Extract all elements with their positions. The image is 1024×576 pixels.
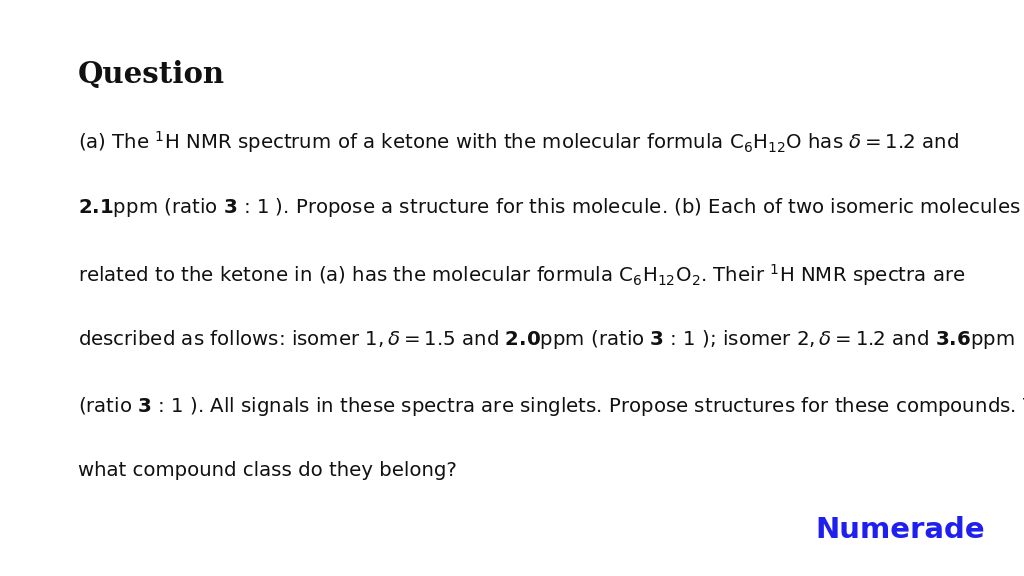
Text: Question: Question [78, 60, 225, 89]
Text: $\mathbf{2.1}$ppm (ratio $\mathbf{3}$ : 1 ). Propose a structure for this molecu: $\mathbf{2.1}$ppm (ratio $\mathbf{3}$ : … [78, 196, 1021, 219]
Text: (a) The $^{1}$H NMR spectrum of a ketone with the molecular formula $\mathrm{C_6: (a) The $^{1}$H NMR spectrum of a ketone… [78, 130, 958, 156]
Text: described as follows: isomer $1, \delta = 1.5$ and $\mathbf{2.0}$ppm (ratio $\ma: described as follows: isomer $1, \delta … [78, 328, 1015, 351]
Text: what compound class do they belong?: what compound class do they belong? [78, 461, 457, 480]
Text: Numerade: Numerade [815, 516, 985, 544]
Text: (ratio $\mathbf{3}$ : 1 ). All signals in these spectra are singlets. Propose st: (ratio $\mathbf{3}$ : 1 ). All signals i… [78, 395, 1024, 418]
Text: related to the ketone in (a) has the molecular formula $\mathrm{C_6H_{12}O_2}$. : related to the ketone in (a) has the mol… [78, 262, 966, 288]
